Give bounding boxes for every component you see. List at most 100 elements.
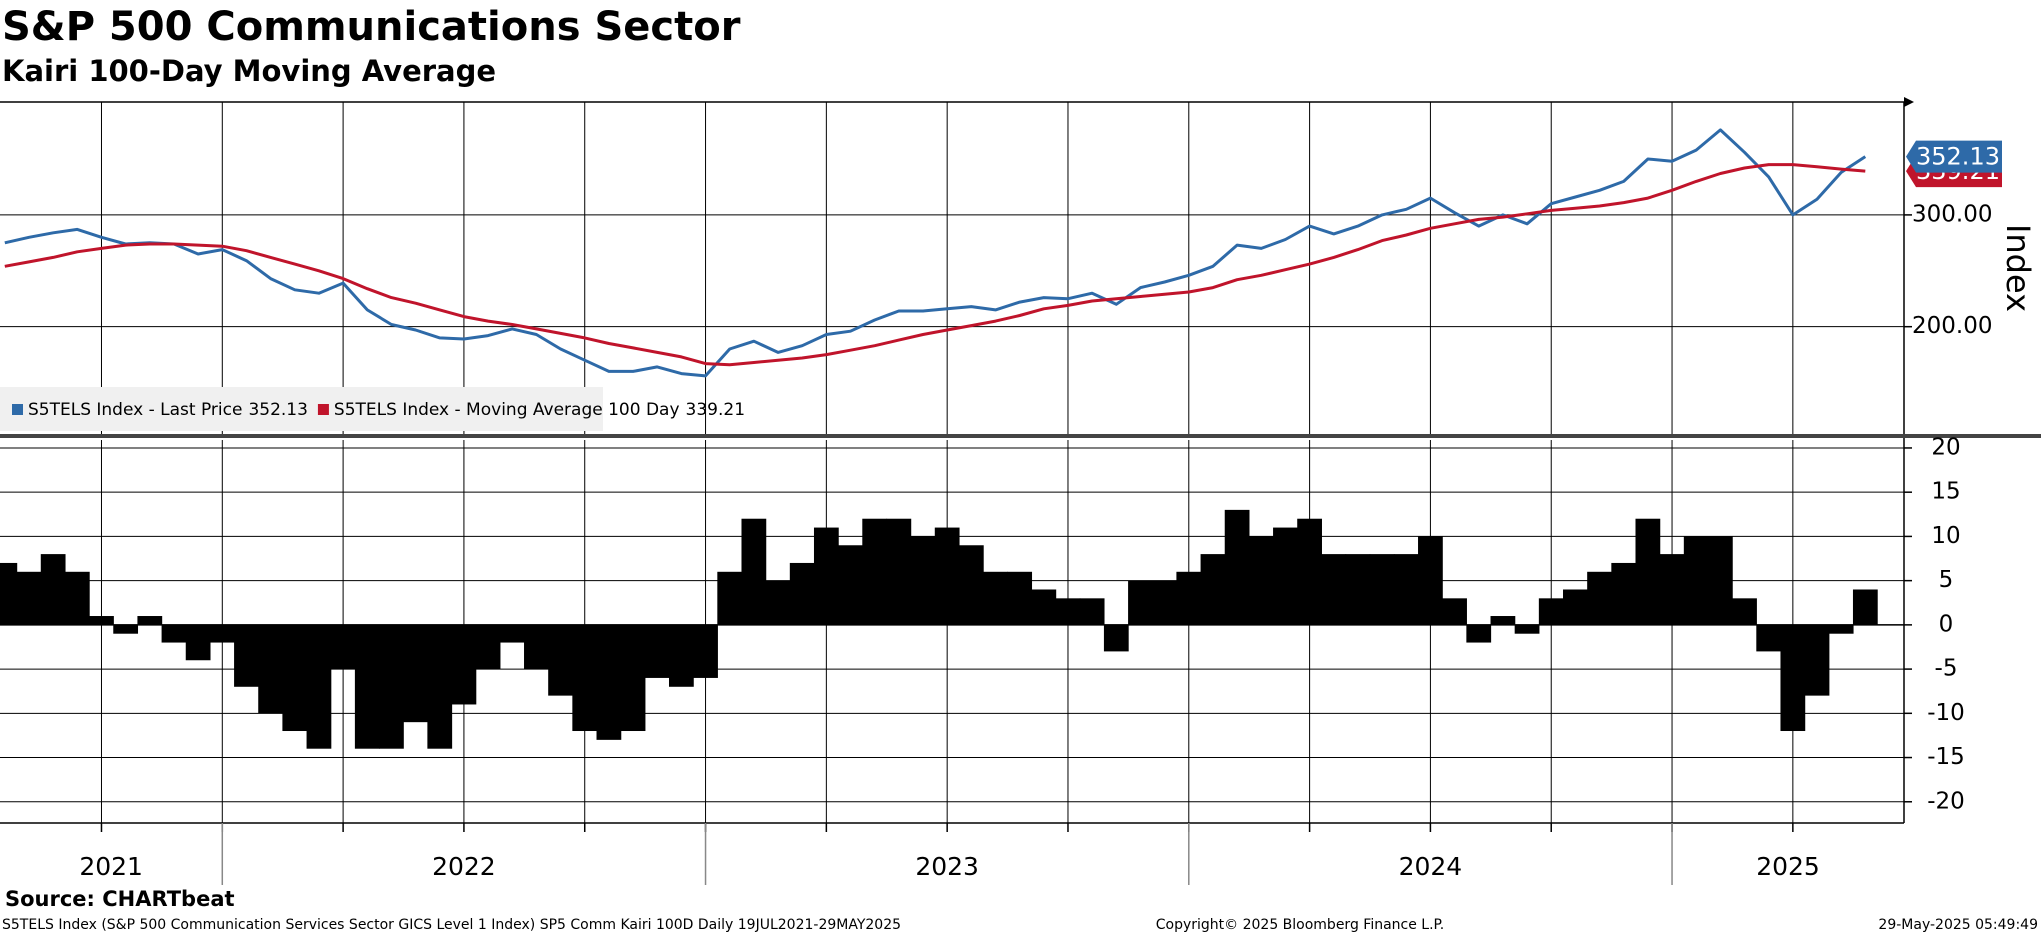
bar	[40, 554, 66, 625]
bar	[1683, 536, 1709, 625]
bar	[16, 571, 42, 625]
bar	[813, 527, 839, 625]
legend-value: 352.13	[248, 400, 307, 420]
timestamp: 29-May-2025 05:49:49	[1878, 917, 2038, 933]
legend-name: S5TELS Index - Last Price	[28, 400, 242, 420]
bar	[1418, 536, 1443, 625]
panel: -20 -15 -10 -5 0 5 10 15 20 2021 2022 2023 2024 2025	[0, 434, 1965, 885]
bar	[838, 545, 863, 625]
bar	[983, 571, 1008, 625]
legend-label: S5TELS Index - Last Price 352.13	[28, 400, 308, 420]
chart-title: S&P 500 Communications Sector	[2, 4, 741, 50]
legend-swatch	[12, 404, 23, 415]
bar	[596, 624, 622, 740]
y-tick-label: 15	[1931, 479, 1960, 505]
bar	[693, 624, 718, 678]
y-axis-label: Index	[1999, 224, 2037, 312]
footer-left: S5TELS Index (S&P 500 Communication Serv…	[2, 917, 901, 933]
bar	[1128, 580, 1153, 625]
y-tick-label: 5	[1939, 567, 1954, 593]
bar	[1587, 571, 1612, 625]
bar	[258, 624, 284, 714]
bar	[1804, 624, 1830, 696]
bar	[934, 527, 960, 625]
x-tick-label: 2024	[1399, 852, 1463, 881]
bar	[137, 616, 163, 625]
x-tick-label: 2023	[915, 852, 979, 881]
bar	[1611, 562, 1637, 625]
x-tick-label: 2022	[432, 852, 496, 881]
bar	[1635, 518, 1661, 625]
bar	[234, 624, 259, 687]
bar	[1442, 598, 1467, 625]
y-tick-label: -10	[1927, 700, 1965, 726]
bar	[1828, 624, 1854, 634]
bar	[958, 545, 984, 625]
panel: 200.00 300.00	[0, 102, 1992, 434]
bar	[524, 624, 549, 670]
bar	[113, 624, 139, 634]
last-value-tag: 352.13	[1906, 140, 2002, 173]
bar	[789, 562, 815, 625]
bar	[1273, 527, 1298, 625]
bar	[1563, 589, 1588, 625]
axis-arrow	[1904, 97, 1914, 107]
bar	[765, 580, 791, 625]
bar	[1780, 624, 1806, 732]
series-line	[4, 128, 1867, 378]
bar	[1659, 554, 1685, 625]
bar	[209, 624, 235, 643]
legend-bg	[0, 387, 603, 431]
bar	[1393, 554, 1419, 625]
bar	[741, 518, 767, 625]
y-tick-label: -15	[1927, 744, 1965, 770]
legend: S5TELS Index - Last Price 352.13 S5TELS In…	[0, 387, 745, 431]
bar	[451, 624, 477, 705]
bar	[572, 624, 598, 732]
legend-name: S5TELS Index - Moving Average 100 Day	[334, 400, 680, 420]
bar	[717, 571, 743, 625]
bar	[427, 624, 453, 749]
x-tick-label: 2025	[1756, 852, 1820, 881]
bar	[1756, 624, 1782, 652]
legend-value: 339.21	[686, 400, 745, 420]
bar	[1490, 616, 1516, 625]
bar	[1514, 624, 1540, 634]
bar	[1224, 509, 1250, 625]
copyright: Copyright© 2025 Bloomberg Finance L.P.	[1156, 917, 1445, 933]
y-tick-label: 300.00	[1912, 201, 1992, 227]
bar	[1079, 598, 1105, 625]
bar	[330, 624, 356, 670]
bar	[548, 624, 573, 696]
y-tick-label: 20	[1931, 434, 1960, 460]
bar	[1103, 624, 1129, 652]
y-tick-label: -5	[1935, 656, 1958, 682]
tag-box	[1906, 140, 2002, 173]
bar	[1152, 580, 1178, 625]
bar	[1345, 554, 1371, 625]
y-tick-label: -20	[1927, 788, 1965, 814]
bar	[89, 616, 114, 625]
bar	[1732, 598, 1757, 625]
bar	[1466, 624, 1492, 643]
bar	[886, 518, 912, 625]
bar	[1031, 589, 1057, 625]
bar	[620, 624, 646, 732]
bar	[1200, 554, 1226, 625]
bar	[1321, 554, 1347, 625]
bar	[1369, 554, 1395, 625]
bar	[668, 624, 694, 687]
bar	[354, 624, 380, 749]
bar	[161, 624, 187, 643]
bar	[910, 536, 936, 625]
bar	[403, 624, 428, 723]
bar	[0, 562, 18, 625]
tag-label: 352.13	[1916, 143, 2000, 171]
legend-swatch	[317, 404, 329, 415]
bar	[1007, 571, 1033, 625]
legend-label: S5TELS Index - Moving Average 100 Day 339…	[334, 400, 745, 420]
bar	[862, 518, 888, 625]
bar	[475, 624, 501, 670]
bar	[1707, 536, 1733, 625]
